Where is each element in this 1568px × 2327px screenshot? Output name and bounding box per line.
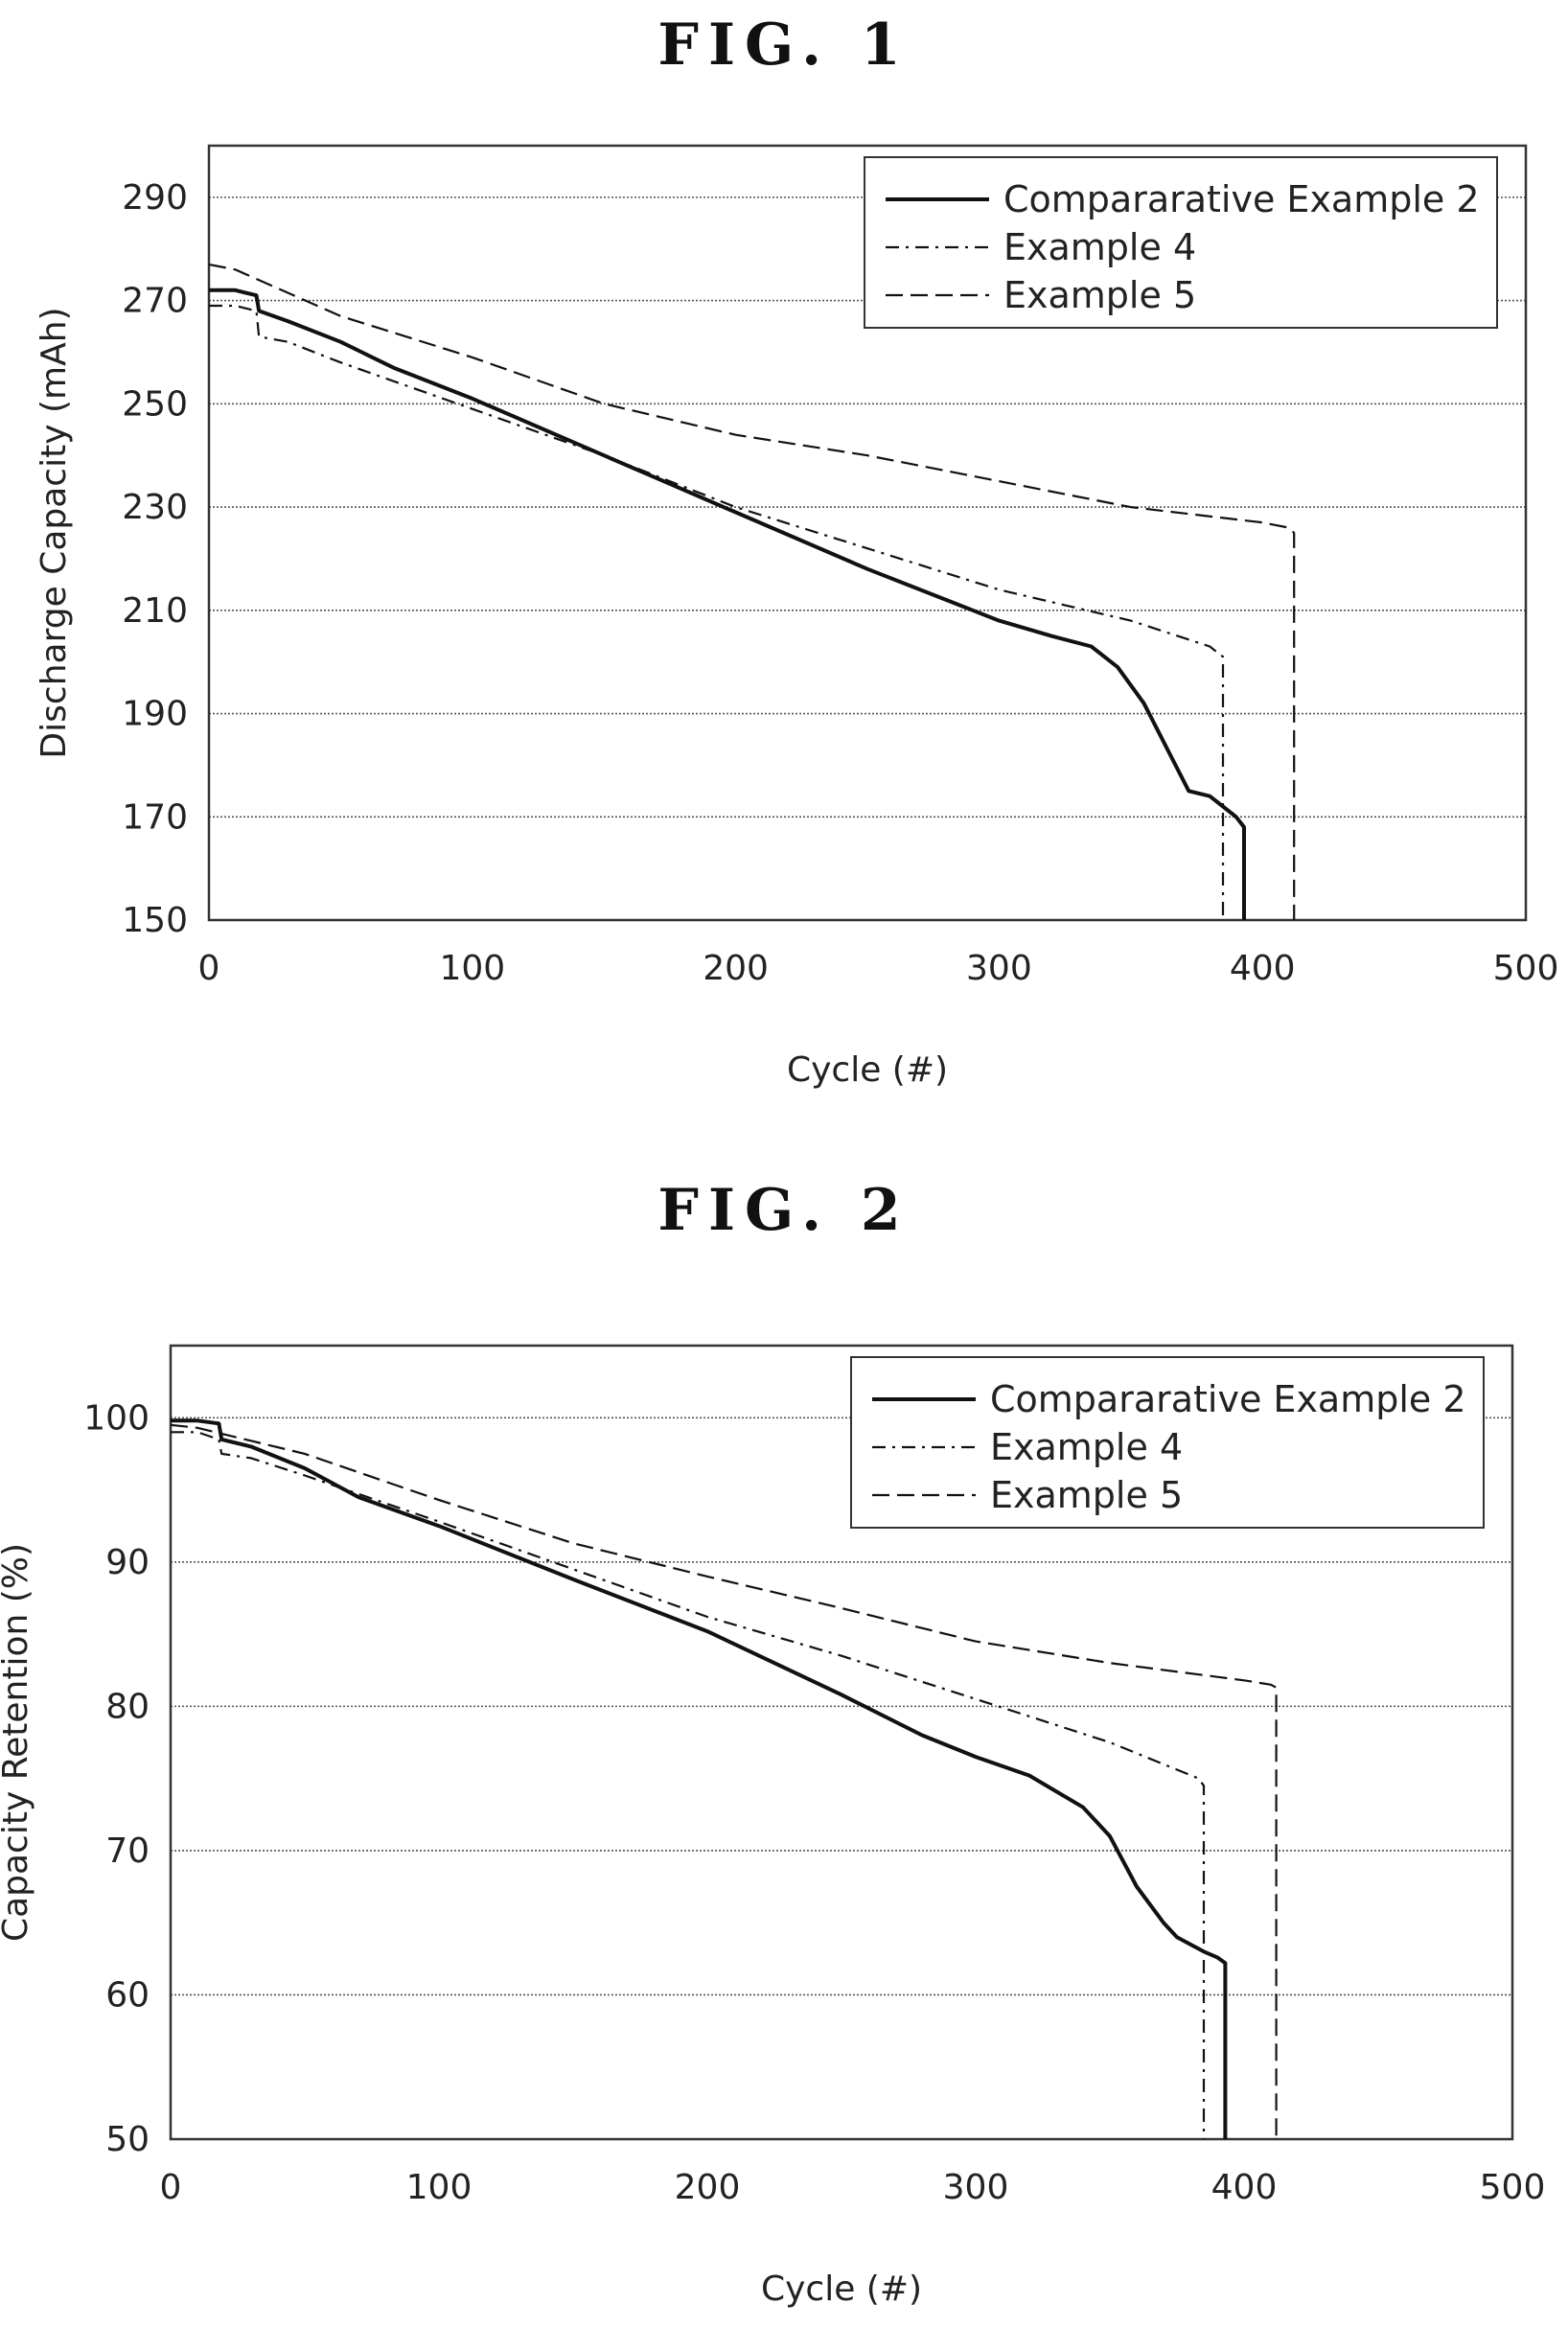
y-tick-label: 50: [105, 2120, 150, 2159]
y-axis-label: Discharge Capacity (mAh): [35, 307, 74, 758]
x-tick-label: 100: [439, 949, 505, 988]
y-tick-label: 230: [122, 488, 188, 527]
x-tick-label: 0: [198, 949, 220, 988]
y-axis-label: Capacity Retention (%): [0, 1543, 35, 1942]
capacity-retention-chart: 50 60 70 80 90 100 0 100 200 300 400 500 Cycle (#) Ca…: [0, 1344, 1546, 2309]
x-tick-label: 200: [703, 949, 769, 988]
y-tick-label: 70: [105, 1832, 150, 1871]
legend-label: Example 5: [990, 1474, 1183, 1516]
discharge-capacity-chart: 150 170 190 210 230 250 270 290 0 100 200 300 400 500…: [35, 144, 1559, 1090]
plot-frame: [207, 144, 1528, 922]
legend-label: Example 4: [990, 1426, 1183, 1468]
x-tick-label: 0: [160, 2168, 182, 2207]
series-line-1: [209, 288, 1246, 920]
series-line-2: [209, 304, 1225, 920]
series-line-2: [171, 1431, 1206, 2139]
y-tick-label: 270: [122, 282, 188, 321]
x-tick-label: 300: [966, 949, 1032, 988]
legend-label: Example 4: [1003, 226, 1196, 268]
y-tick-label: 60: [105, 1975, 150, 2015]
y-tick-label: 80: [105, 1687, 150, 1726]
x-tick-label: 200: [675, 2168, 741, 2207]
series-line-3: [208, 263, 1296, 920]
figure-2-title: FIG. 2: [657, 1177, 911, 1244]
x-axis-label: Cycle (#): [761, 2269, 922, 2309]
y-tick-label: 170: [122, 797, 188, 837]
x-tick-label: 300: [943, 2168, 1009, 2207]
y-tick-label: 90: [105, 1543, 150, 1582]
y-tick-label: 100: [83, 1398, 150, 1438]
legend-box: [864, 156, 1498, 329]
x-tick-label: 500: [1480, 2168, 1546, 2207]
legend-label: Example 5: [1003, 274, 1196, 316]
y-tick-label: 150: [122, 901, 188, 940]
figure-1-title: FIG. 1: [657, 12, 911, 79]
x-tick-label: 100: [406, 2168, 473, 2207]
series-line-3: [170, 1423, 1278, 2139]
legend-label: Compararative Example 2: [1003, 178, 1480, 220]
legend-label: Compararative Example 2: [990, 1378, 1466, 1420]
legend-box: [850, 1356, 1485, 1529]
y-tick-label: 290: [122, 178, 188, 218]
series-line-1: [171, 1418, 1228, 2139]
plot-frame: [169, 1344, 1514, 2141]
x-tick-label: 400: [1230, 949, 1296, 988]
x-tick-label: 400: [1211, 2168, 1278, 2207]
y-tick-label: 250: [122, 384, 188, 424]
x-axis-label: Cycle (#): [787, 1050, 948, 1090]
y-tick-label: 190: [122, 695, 188, 734]
y-tick-label: 210: [122, 591, 188, 631]
x-tick-label: 500: [1493, 949, 1559, 988]
